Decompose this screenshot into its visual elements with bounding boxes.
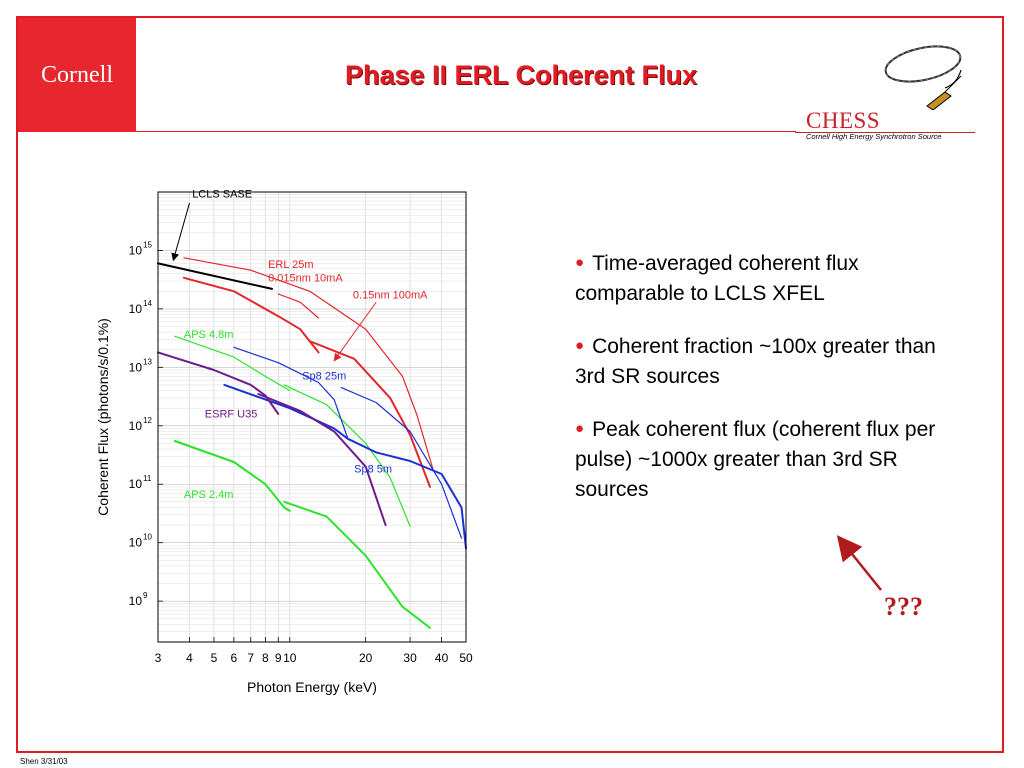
series-label: LCLS SASE [192, 189, 252, 201]
cornell-logo: Cornell [18, 18, 136, 132]
x-axis-label: Photon Energy (keV) [247, 679, 377, 695]
series-line [257, 393, 387, 527]
bullet-text: Peak coherent flux (coherent flux per pu… [575, 418, 936, 501]
bullet-item: ● Coherent fraction ~100x greater than 3r… [575, 331, 945, 392]
header-rule [136, 131, 796, 132]
storage-ring-icon [884, 45, 962, 110]
series-line [183, 257, 434, 470]
chess-subtitle: Cornell High Energy Synchrotron Source [806, 132, 942, 141]
lcls-arrow [171, 202, 190, 262]
x-tick-label: 30 [403, 651, 417, 665]
y-tick-label: 10 [129, 243, 143, 257]
y-axis-label: Coherent Flux (photons/s/0.1%) [95, 318, 111, 516]
chess-rule [795, 132, 975, 133]
bullet-text: Coherent fraction ~100x greater than 3rd… [575, 335, 936, 388]
y-tick-label: 10 [129, 302, 143, 316]
series-label: 0.015nm 10mA [268, 272, 343, 284]
series-line [233, 346, 349, 440]
series-line [340, 387, 463, 539]
y-tick-label: 10 [129, 477, 143, 491]
y-tick-exponent: 15 [143, 240, 152, 249]
series-line [173, 440, 291, 512]
chart-curves [157, 257, 467, 629]
y-tick-exponent: 9 [143, 591, 148, 600]
y-tick-label: 10 [129, 419, 143, 433]
y-tick-exponent: 14 [143, 299, 152, 308]
bullet-list: ● Time-averaged coherent flux comparable … [575, 248, 945, 527]
bullet-dot-icon: ● [575, 337, 585, 354]
chart-grid [157, 192, 467, 643]
plot-frame [157, 191, 467, 643]
x-tick-label: 6 [231, 651, 238, 665]
series-label: APS 4.8m [184, 329, 234, 341]
series-line [157, 351, 280, 415]
x-tick-label: 20 [359, 651, 373, 665]
bullet-item: ● Peak coherent flux (coherent flux per p… [575, 414, 945, 505]
slide-frame [16, 16, 1004, 753]
x-tick-label: 8 [262, 651, 269, 665]
footer-text: Shen 3/31/03 [20, 757, 68, 766]
series-line [223, 383, 467, 550]
y-tick-label: 10 [129, 594, 143, 608]
series-line [182, 276, 320, 354]
series-label: ESRF U35 [205, 408, 258, 420]
series-label: APS 2.4m [184, 489, 234, 501]
bullet-text: Time-averaged coherent flux comparable t… [575, 252, 859, 305]
x-tick-label: 9 [275, 651, 282, 665]
series-line [283, 500, 431, 629]
x-tick-label: 50 [459, 651, 473, 665]
x-tick-label: 5 [211, 651, 218, 665]
chess-logo: CHESS Cornell High Energy Synchrotron So… [795, 40, 980, 145]
y-tick-label: 10 [129, 360, 143, 374]
bullet-item: ● Time-averaged coherent flux comparable … [575, 248, 945, 309]
y-tick-exponent: 13 [143, 357, 152, 366]
x-tick-label: 3 [155, 651, 162, 665]
cornell-logo-text: Cornell [41, 61, 113, 88]
y-tick-exponent: 11 [143, 474, 152, 483]
chess-name: CHESS [806, 108, 881, 133]
series-line [174, 335, 291, 392]
y-tick-exponent: 12 [143, 416, 152, 425]
series-label: Sp8 25m [302, 370, 346, 382]
series-label: ERL 25m [268, 259, 313, 271]
x-tick-label: 7 [247, 651, 254, 665]
series-line [157, 262, 273, 290]
series-line [283, 384, 411, 527]
erl-arrow [333, 301, 377, 362]
x-tick-label: 4 [186, 651, 193, 665]
series-label: Sp8 5m [354, 463, 392, 475]
series-line [277, 293, 320, 319]
y-tick-exponent: 10 [143, 533, 152, 542]
x-tick-label: 10 [283, 651, 297, 665]
bullet-dot-icon: ● [575, 420, 585, 437]
slide-title: Phase II ERL Coherent Flux [344, 60, 698, 90]
series-label: 0.15nm 100mA [353, 290, 428, 302]
x-tick-label: 40 [435, 651, 449, 665]
bullet-dot-icon: ● [575, 254, 585, 271]
y-tick-label: 10 [129, 536, 143, 550]
question-marks: ??? [884, 592, 923, 621]
